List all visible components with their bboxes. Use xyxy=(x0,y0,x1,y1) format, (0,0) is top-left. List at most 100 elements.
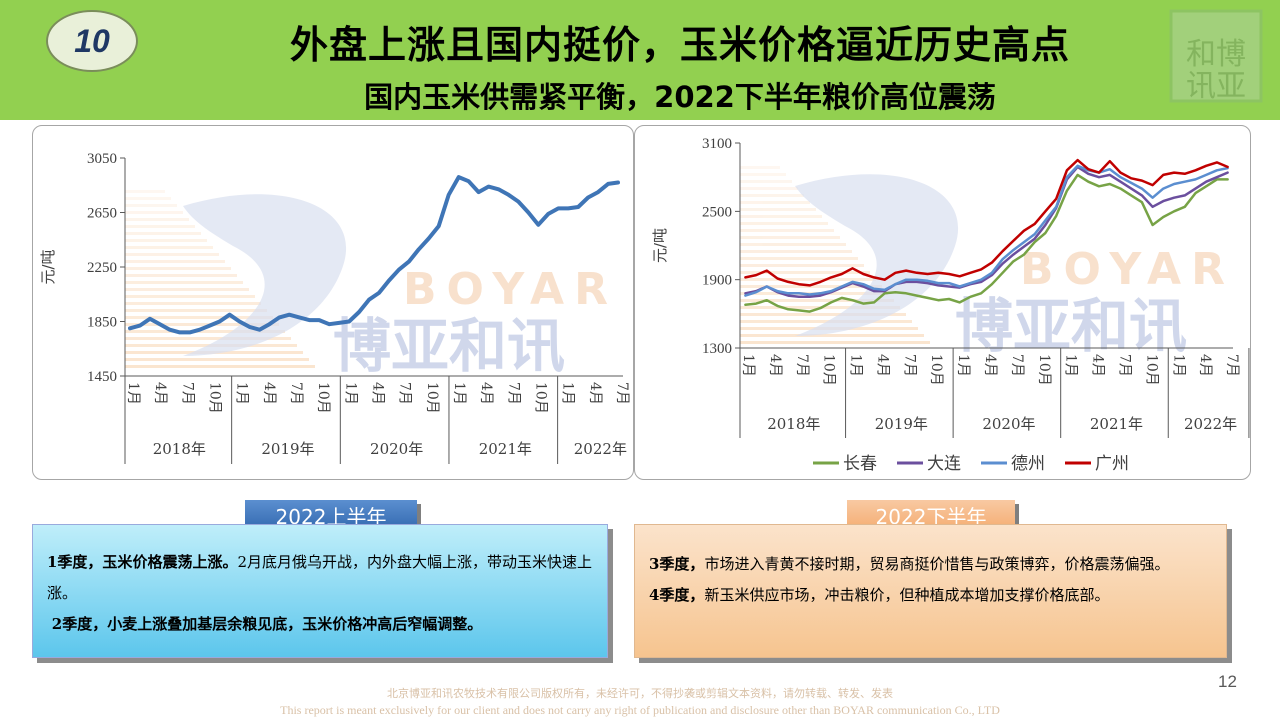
x-month-label: 10月 xyxy=(315,382,331,414)
x-month-label: 10月 xyxy=(532,382,548,414)
x-month-label: 4月 xyxy=(369,382,385,405)
para-q2: 2季度，小麦上涨叠加基层余粮见底，玉米价格冲高后窄幅调整。 xyxy=(47,609,593,640)
para-q4: 4季度，新玉米供应市场，冲击粮价，但种植成本增加支撑价格底部。 xyxy=(649,580,1212,611)
page-number: 12 xyxy=(1218,672,1237,691)
watermark-stripe xyxy=(740,299,894,302)
chart-right-panel: BOYAR 博亚和讯 3100 2500 1900 1300 元/吨 1月 4月 7月 10月 1月 4… xyxy=(634,125,1251,480)
x-year-label: 2018年 xyxy=(153,440,206,458)
y-tick-label: 1900 xyxy=(702,273,732,289)
x-month-label: 10月 xyxy=(206,382,222,414)
header-band: 10 外盘上涨且国内挺价，玉米价格逼近历史高点 国内玉米供需紧平衡，2022下半… xyxy=(0,0,1280,120)
x-month-label: 4月 xyxy=(478,382,494,405)
x-month-label: 7月 xyxy=(397,382,413,405)
x-month-label: 1月 xyxy=(560,382,576,405)
watermark-stripe xyxy=(740,201,810,204)
y-tick-label: 2500 xyxy=(702,204,732,220)
watermark-stripe xyxy=(125,232,201,235)
x-year-label: 2018年 xyxy=(767,415,820,433)
x-month-label: 4月 xyxy=(1090,354,1106,377)
x-month-label: 1月 xyxy=(740,354,756,377)
legend-label: 广州 xyxy=(1095,454,1129,474)
watermark-stripe xyxy=(740,208,816,211)
watermark-stripe xyxy=(740,173,786,176)
x-month-label: 10月 xyxy=(928,354,944,386)
watermark-stripe xyxy=(125,239,207,242)
para-q1: 1季度，玉米价格震荡上涨。2月底月俄乌开战，内外盘大幅上涨，带动玉米快速上涨。 xyxy=(47,547,593,609)
watermark-stripe xyxy=(740,257,858,260)
watermark-stripe xyxy=(740,341,930,344)
x-month-label: 7月 xyxy=(179,382,195,405)
x-month-label: 7月 xyxy=(288,382,304,405)
watermark-stripe xyxy=(125,351,303,354)
series-line-德州 xyxy=(744,164,1229,297)
q2-head: 2季度，小麦上涨叠加基层余粮见底，玉米价格冲高后窄幅调整。 xyxy=(51,615,483,633)
watermark-stripe xyxy=(740,229,834,232)
para-q3: 3季度，市场进入青黄不接时期，贸易商挺价惜售与政策博弈，价格震荡偏强。 xyxy=(649,549,1212,580)
y-axis-label: 元/吨 xyxy=(39,249,57,284)
watermark-stripe xyxy=(740,264,864,267)
y-tick-label: 3050 xyxy=(87,151,117,167)
watermark-brand-cn: 博亚和讯 xyxy=(955,292,1187,360)
x-year-label: 2020年 xyxy=(370,440,423,458)
q4-head: 4季度， xyxy=(649,586,705,604)
watermark-brand-en: BOYAR xyxy=(1020,244,1235,295)
series-line-大连 xyxy=(744,165,1229,299)
watermark-stripe xyxy=(125,323,279,326)
x-month-label: 7月 xyxy=(1116,354,1132,377)
watermark-stripe xyxy=(740,194,804,197)
x-month-label: 1月 xyxy=(848,354,864,377)
watermark-stripe xyxy=(125,197,171,200)
legend-label: 长春 xyxy=(843,454,877,474)
x-month-label: 4月 xyxy=(874,354,890,377)
footer-copyright-cn: 北京博亚和讯农牧技术有限公司版权所有，未经许可，不得抄袭或剪辑文本资料，请勿转载… xyxy=(387,687,893,700)
series-line-长春 xyxy=(744,173,1229,313)
watermark-stripe xyxy=(740,320,912,323)
x-month-label: 4月 xyxy=(982,354,998,377)
series-line-price xyxy=(128,175,620,335)
x-month-label: 10月 xyxy=(1036,354,1052,386)
watermark-stripe xyxy=(740,222,828,225)
watermark-stripe xyxy=(125,274,237,277)
x-month-label: 4月 xyxy=(1197,354,1213,377)
x-month-label: 10月 xyxy=(1143,354,1159,386)
q1-head: 1季度，玉米价格震荡上涨。 xyxy=(47,553,238,571)
x-year-label: 2020年 xyxy=(982,415,1035,433)
x-month-label: 10月 xyxy=(424,382,440,414)
q1-body: 2月底月俄乌开战，内外盘大幅上涨，带动玉米快速上涨。 xyxy=(47,553,592,602)
watermark-stripe xyxy=(125,302,261,305)
x-month-label: 4月 xyxy=(152,382,168,405)
watermark-stripe xyxy=(125,211,183,214)
textbox-h2: 3季度，市场进入青黄不接时期，贸易商挺价惜售与政策博弈，价格震荡偏强。 4季度，… xyxy=(634,524,1227,658)
watermark-stripe xyxy=(740,250,852,253)
x-month-label: 7月 xyxy=(1224,354,1240,377)
x-month-label: 4月 xyxy=(261,382,277,405)
watermark-stripe xyxy=(125,295,255,298)
x-month-label: 7月 xyxy=(794,354,810,377)
watermark-stripe xyxy=(125,330,285,333)
watermark-stripe xyxy=(125,358,309,361)
x-month-label: 4月 xyxy=(767,354,783,377)
page-subtitle: 国内玉米供需紧平衡，2022下半年粮价高位震荡 xyxy=(364,80,996,114)
chart-left-panel: BOYAR 博亚和讯 3050 2650 2250 1850 1450 元/吨 1月 4月 7月 10… xyxy=(32,125,634,480)
x-month-label: 1月 xyxy=(1170,354,1186,377)
q3-body: 市场进入青黄不接时期，贸易商挺价惜售与政策博弈，价格震荡偏强。 xyxy=(704,555,1170,573)
watermark-stripe xyxy=(740,187,798,190)
x-month-label: 1月 xyxy=(342,382,358,405)
watermark-stripe xyxy=(740,313,906,316)
x-year-label: 2019年 xyxy=(261,440,314,458)
watermark-stripe xyxy=(740,215,822,218)
footer-copyright-en: This report is meant exclusively for our… xyxy=(280,703,1000,717)
x-month-label: 1月 xyxy=(125,382,141,405)
x-month-label: 7月 xyxy=(614,382,630,405)
x-year-label: 2022年 xyxy=(1184,415,1237,433)
q3-head: 3季度， xyxy=(649,555,705,573)
watermark-stripe xyxy=(125,246,213,249)
page-badge: 10 xyxy=(46,10,138,72)
watermark-stripe xyxy=(125,281,243,284)
x-year-label: 2019年 xyxy=(875,415,928,433)
x-month-label: 4月 xyxy=(587,382,603,405)
watermark-stripe xyxy=(740,236,840,239)
